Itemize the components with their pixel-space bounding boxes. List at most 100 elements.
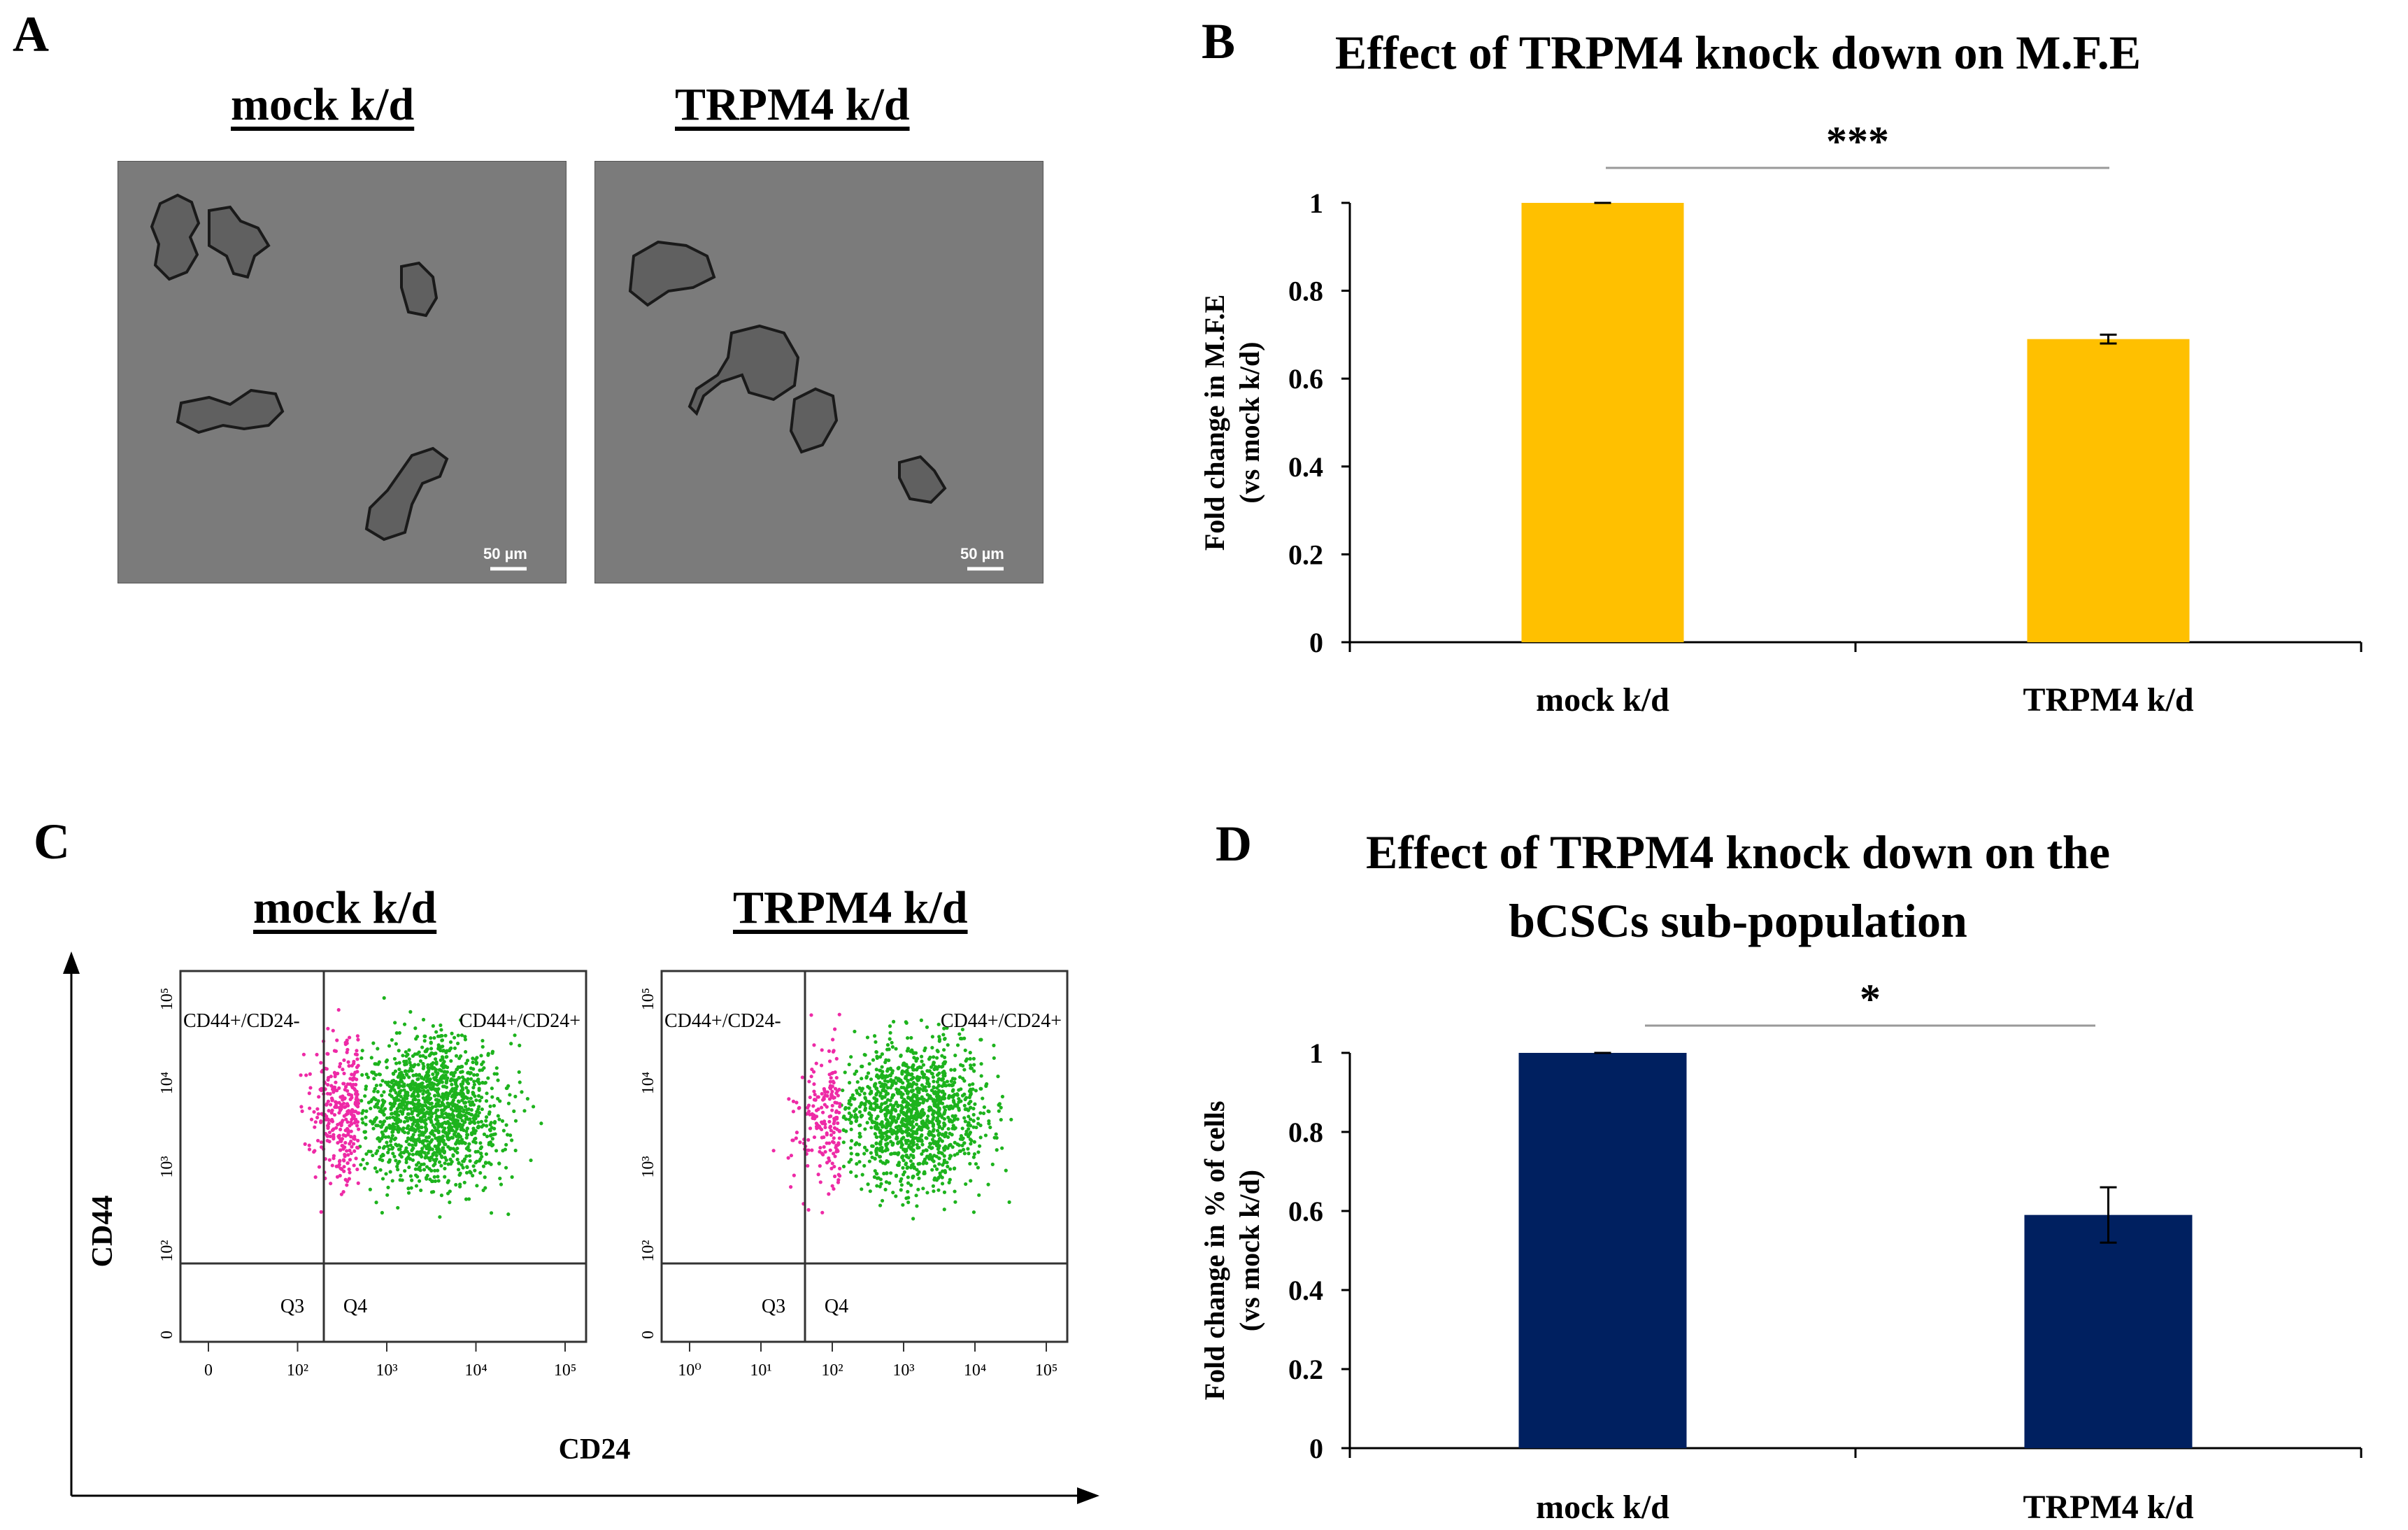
event-dot-positive: [371, 1041, 376, 1045]
event-dot-positive: [937, 1039, 941, 1043]
event-dot-positive: [473, 1168, 477, 1173]
event-dot-positive: [876, 1076, 881, 1080]
event-dot-negative: [355, 1095, 359, 1100]
event-dot-positive: [886, 1067, 890, 1071]
event-dot-positive: [969, 1142, 973, 1146]
event-dot-positive: [854, 1118, 859, 1123]
event-dot-positive: [866, 1182, 870, 1187]
event-dot-positive: [435, 1115, 439, 1120]
event-dot-positive: [467, 1148, 471, 1152]
event-dot-positive: [441, 1084, 446, 1089]
event-dot-positive: [920, 1070, 925, 1074]
event-dot-positive: [417, 1050, 421, 1054]
event-dot-positive: [376, 1089, 380, 1094]
event-dot-positive: [883, 1079, 887, 1083]
event-dot-negative: [319, 1210, 323, 1214]
event-dot-negative: [329, 1111, 334, 1115]
event-dot-positive: [884, 1126, 888, 1130]
event-dot-negative: [815, 1123, 820, 1127]
panel-d-label: D: [1216, 816, 1252, 872]
event-dot-positive: [942, 1160, 946, 1164]
event-dot-negative: [329, 1075, 333, 1079]
event-dot-negative: [353, 1070, 357, 1075]
event-dot-positive: [875, 1127, 879, 1131]
event-dot-positive: [448, 1189, 452, 1193]
event-dot-positive: [506, 1212, 511, 1217]
event-dot-positive: [385, 1144, 390, 1148]
event-dot-negative: [828, 1126, 832, 1130]
event-dot-positive: [888, 1073, 892, 1078]
event-dot-negative: [329, 1103, 333, 1107]
event-dot-positive: [389, 1143, 393, 1147]
event-dot-positive: [940, 1126, 945, 1131]
event-dot-positive: [448, 1040, 453, 1044]
event-dot-positive: [465, 1165, 469, 1170]
event-dot-positive: [875, 1121, 879, 1126]
event-dot-positive: [906, 1133, 910, 1137]
event-dot-positive: [901, 1117, 905, 1121]
event-dot-positive: [920, 1119, 925, 1124]
event-dot-negative: [832, 1119, 836, 1124]
event-dot-positive: [875, 1054, 879, 1058]
y-tick-label: 1: [1309, 1037, 1323, 1069]
event-dot-positive: [467, 1100, 471, 1104]
event-dot-positive: [988, 1125, 992, 1130]
event-dot-negative: [355, 1034, 359, 1038]
event-dot-positive: [405, 1149, 409, 1154]
event-dot-positive: [880, 1065, 884, 1069]
event-dot-positive: [942, 1096, 946, 1100]
event-dot-negative: [342, 1071, 346, 1076]
event-dot-negative: [814, 1108, 819, 1112]
event-dot-negative: [794, 1136, 798, 1140]
event-dot-positive: [969, 1087, 973, 1091]
event-dot-positive: [917, 1170, 921, 1175]
event-dot-positive: [958, 1149, 963, 1153]
event-dot-positive: [971, 1125, 976, 1129]
event-dot-negative: [352, 1086, 357, 1091]
event-dot-positive: [397, 1061, 401, 1065]
event-dot-positive: [920, 1059, 924, 1063]
event-dot-positive: [994, 1132, 998, 1136]
event-dot-positive: [373, 1105, 377, 1109]
event-dot-positive: [906, 1090, 911, 1094]
event-dot-positive: [930, 1121, 934, 1125]
event-dot-positive: [878, 1109, 883, 1114]
event-dot-positive: [477, 1082, 482, 1086]
event-dot-negative: [818, 1164, 822, 1168]
event-dot-negative: [836, 1121, 840, 1126]
event-dot-positive: [440, 1080, 444, 1084]
event-dot-positive: [415, 1113, 420, 1117]
event-dot-positive: [884, 1113, 888, 1117]
event-dot-positive: [937, 1106, 941, 1110]
event-dot-positive: [927, 1129, 932, 1134]
event-dot-positive: [906, 1189, 910, 1194]
event-dot-positive: [464, 1049, 468, 1054]
event-dot-positive: [399, 1151, 404, 1155]
event-dot-positive: [421, 1017, 426, 1022]
event-dot-positive: [417, 1179, 422, 1183]
event-dot-positive: [360, 1049, 364, 1053]
event-dot-positive: [860, 1113, 864, 1118]
event-dot-positive: [971, 1210, 976, 1214]
event-dot-positive: [894, 1109, 898, 1113]
event-dot-positive: [969, 1117, 973, 1121]
event-dot-positive: [930, 1155, 934, 1159]
event-dot-positive: [919, 1018, 923, 1022]
event-dot-negative: [806, 1207, 811, 1212]
event-dot-positive: [434, 1122, 439, 1126]
event-dot-positive: [941, 1070, 945, 1075]
event-dot-positive: [881, 1076, 885, 1080]
event-dot-positive: [473, 1149, 478, 1154]
event-dot-positive: [909, 1153, 913, 1157]
event-dot-positive: [404, 1069, 408, 1073]
flow-y-tick-label: 10²: [639, 1240, 657, 1261]
event-dot-negative: [299, 1073, 303, 1077]
event-dot-positive: [928, 1153, 932, 1157]
event-dot-positive: [411, 1092, 415, 1096]
event-dot-positive: [932, 1128, 936, 1132]
event-dot-positive: [427, 1146, 432, 1150]
event-dot-positive: [450, 1103, 455, 1108]
event-dot-positive: [427, 1135, 432, 1139]
event-dot-negative: [808, 1095, 812, 1100]
event-dot-negative: [787, 1097, 791, 1101]
